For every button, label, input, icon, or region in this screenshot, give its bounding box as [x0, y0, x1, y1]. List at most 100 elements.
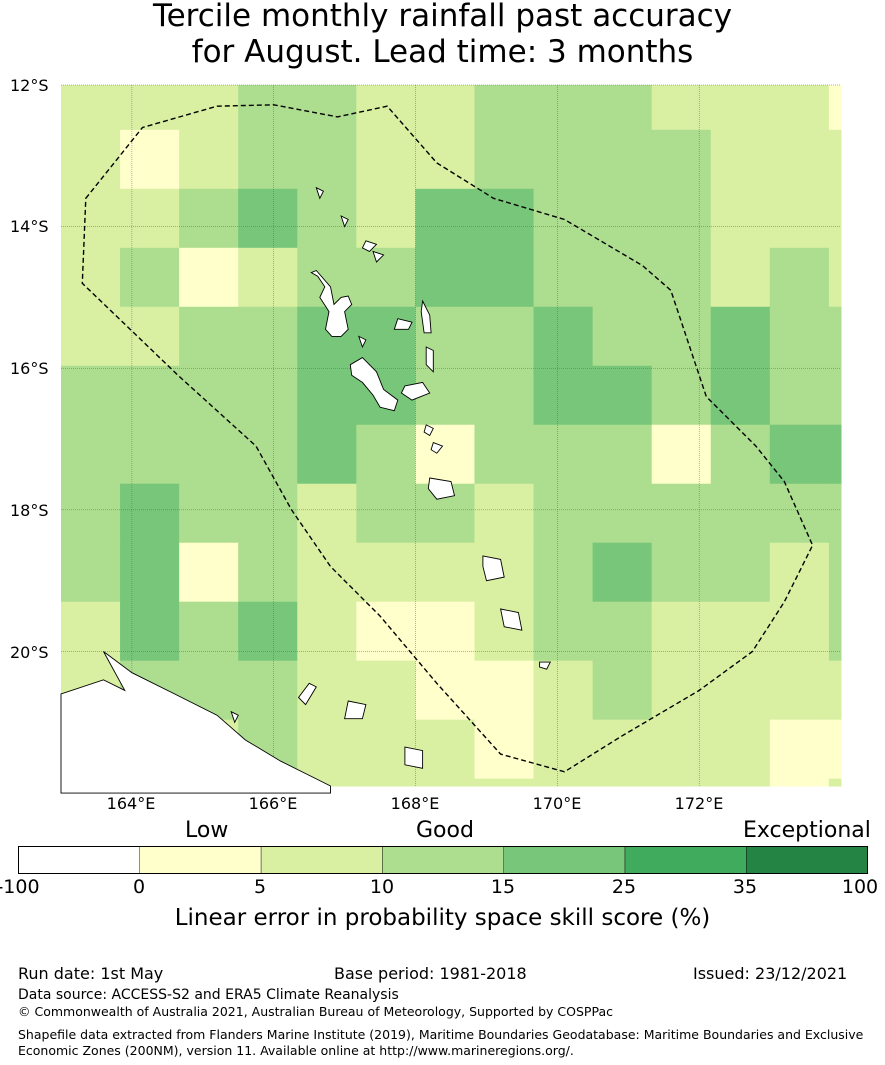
colorbar-tick: 0: [132, 876, 146, 898]
grid-cell: [356, 188, 416, 249]
grid-cell: [179, 129, 239, 190]
grid-cell: [592, 306, 653, 367]
grid-cell: [415, 601, 475, 662]
colorbar-tick: 25: [611, 876, 637, 898]
grid-cell: [238, 601, 298, 662]
category-exceptional: Exceptional: [743, 818, 871, 843]
grid-cell: [474, 719, 535, 780]
grid-cell: [710, 85, 771, 131]
island: [361, 240, 378, 252]
grid-cell: [710, 778, 771, 787]
grid-cell: [297, 306, 357, 367]
grid-cell: [533, 778, 594, 787]
grid-cell: [297, 365, 357, 426]
grid-cell: [769, 188, 830, 249]
grid-cell: [297, 483, 357, 544]
grid-cell: [356, 542, 416, 603]
grid-cell: [651, 188, 712, 249]
grid-cell: [828, 188, 842, 249]
grid-cell: [533, 719, 594, 780]
grid-cell: [474, 660, 535, 721]
grid-cell: [415, 247, 475, 308]
colorbar-label: Linear error in probability space skill …: [174, 905, 711, 931]
grid-cell: [769, 660, 830, 721]
island: [340, 215, 349, 228]
island: [482, 555, 505, 582]
grid-cell: [828, 306, 842, 367]
grid-cell: [120, 247, 180, 308]
grid-cell: [474, 85, 535, 131]
grid-cell: [828, 660, 842, 721]
grid-cell: [120, 483, 180, 544]
grid-cell: [238, 542, 298, 603]
grid-cell: [120, 601, 180, 662]
grid-cell: [238, 365, 298, 426]
grid-cell: [769, 483, 830, 544]
grid-cell: [533, 85, 594, 131]
grid-cell: [533, 483, 594, 544]
grid-cell: [179, 188, 239, 249]
grid-cell: [474, 188, 535, 249]
colorbar-segment: [139, 846, 262, 874]
grid-cell: [61, 424, 121, 485]
grid-cell: [533, 365, 594, 426]
grid-cell: [828, 424, 842, 485]
lat-label-12s: 12°S: [10, 76, 49, 95]
grid-cell: [769, 85, 830, 131]
grid-cell: [651, 129, 712, 190]
colorbar-segment: [382, 846, 504, 874]
grid-cell: [120, 365, 180, 426]
grid-cell: [120, 129, 180, 190]
island: [427, 477, 456, 500]
grid-cell: [238, 306, 298, 367]
island: [315, 186, 325, 200]
grid-cell: [297, 719, 357, 780]
grid-cell: [710, 483, 771, 544]
island: [358, 335, 367, 349]
grid-cell: [120, 85, 180, 131]
grid-cell: [356, 306, 416, 367]
lon-label-170e: 170°E: [532, 794, 582, 813]
island: [500, 608, 523, 631]
grid-cell: [356, 85, 416, 131]
new-caledonia: [60, 651, 331, 794]
grid-cell: [710, 188, 771, 249]
chart-title-line-1: Tercile monthly rainfall past accuracy: [152, 0, 733, 34]
grid-cell: [297, 129, 357, 190]
grid-cell: [592, 778, 653, 787]
grid-cell: [710, 660, 771, 721]
graticule: [61, 84, 841, 786]
grid-cell: [179, 365, 239, 426]
grid-cell: [828, 778, 842, 787]
island: [425, 346, 434, 373]
grid-cell: [238, 247, 298, 308]
grid-cell: [592, 424, 653, 485]
grid-cell: [710, 424, 771, 485]
island: [393, 318, 413, 330]
grid-cell: [592, 483, 653, 544]
grid-cell: [238, 188, 298, 249]
island: [297, 682, 317, 706]
colorbar-segment: [503, 846, 626, 874]
grid-cell: [356, 247, 416, 308]
grid-cell: [238, 424, 298, 485]
grid-cell: [61, 365, 121, 426]
grid-cell: [592, 719, 653, 780]
eez-boundary: [81, 104, 814, 773]
grid-cell: [297, 85, 357, 131]
grid-cell: [592, 247, 653, 308]
grid-cell: [238, 483, 298, 544]
island: [344, 700, 367, 720]
grid-cell: [61, 247, 121, 308]
grid-cell: [356, 483, 416, 544]
island: [423, 424, 434, 437]
grid-cell: [710, 365, 771, 426]
grid-cell: [415, 129, 475, 190]
issued-date: Issued: 23/12/2021: [693, 964, 848, 983]
grid-cell: [710, 306, 771, 367]
grid-cell: [297, 601, 357, 662]
grid-cell: [179, 542, 239, 603]
grid-cell: [592, 129, 653, 190]
grid-cell: [474, 129, 535, 190]
grid-cell: [415, 719, 475, 780]
